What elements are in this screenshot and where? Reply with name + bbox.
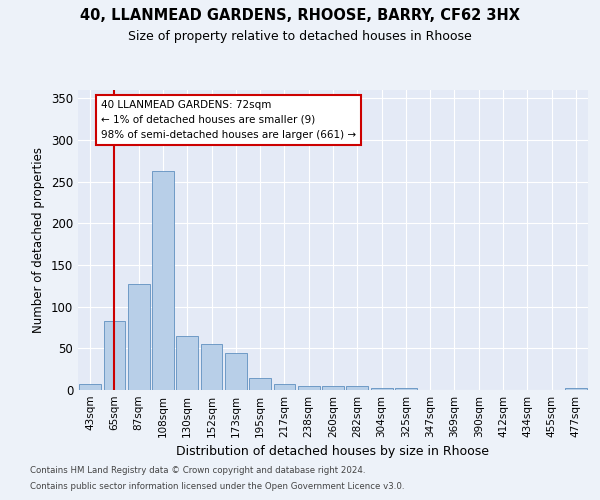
Bar (274, 384, 295, 390)
Bar (79, 384, 101, 390)
Bar (395, 388, 417, 390)
X-axis label: Distribution of detached houses by size in Rhoose: Distribution of detached houses by size … (176, 446, 490, 458)
Bar (200, 344, 223, 390)
Text: 40 LLANMEAD GARDENS: 72sqm
← 1% of detached houses are smaller (9)
98% of semi-d: 40 LLANMEAD GARDENS: 72sqm ← 1% of detac… (101, 100, 356, 140)
Bar (104, 321, 125, 390)
Text: Contains HM Land Registry data © Crown copyright and database right 2024.: Contains HM Land Registry data © Crown c… (30, 466, 365, 475)
Bar (225, 352, 247, 390)
Bar (152, 171, 174, 390)
Bar (371, 388, 392, 390)
Bar (176, 336, 198, 390)
Text: Contains public sector information licensed under the Open Government Licence v3: Contains public sector information licen… (30, 482, 404, 491)
Text: Size of property relative to detached houses in Rhoose: Size of property relative to detached ho… (128, 30, 472, 43)
Bar (298, 386, 320, 390)
Bar (249, 378, 271, 390)
Bar (346, 386, 368, 390)
Bar (565, 388, 587, 390)
Text: 40, LLANMEAD GARDENS, RHOOSE, BARRY, CF62 3HX: 40, LLANMEAD GARDENS, RHOOSE, BARRY, CF6… (80, 8, 520, 22)
Bar (322, 386, 344, 390)
Bar (128, 284, 149, 390)
Y-axis label: Number of detached properties: Number of detached properties (32, 147, 46, 333)
